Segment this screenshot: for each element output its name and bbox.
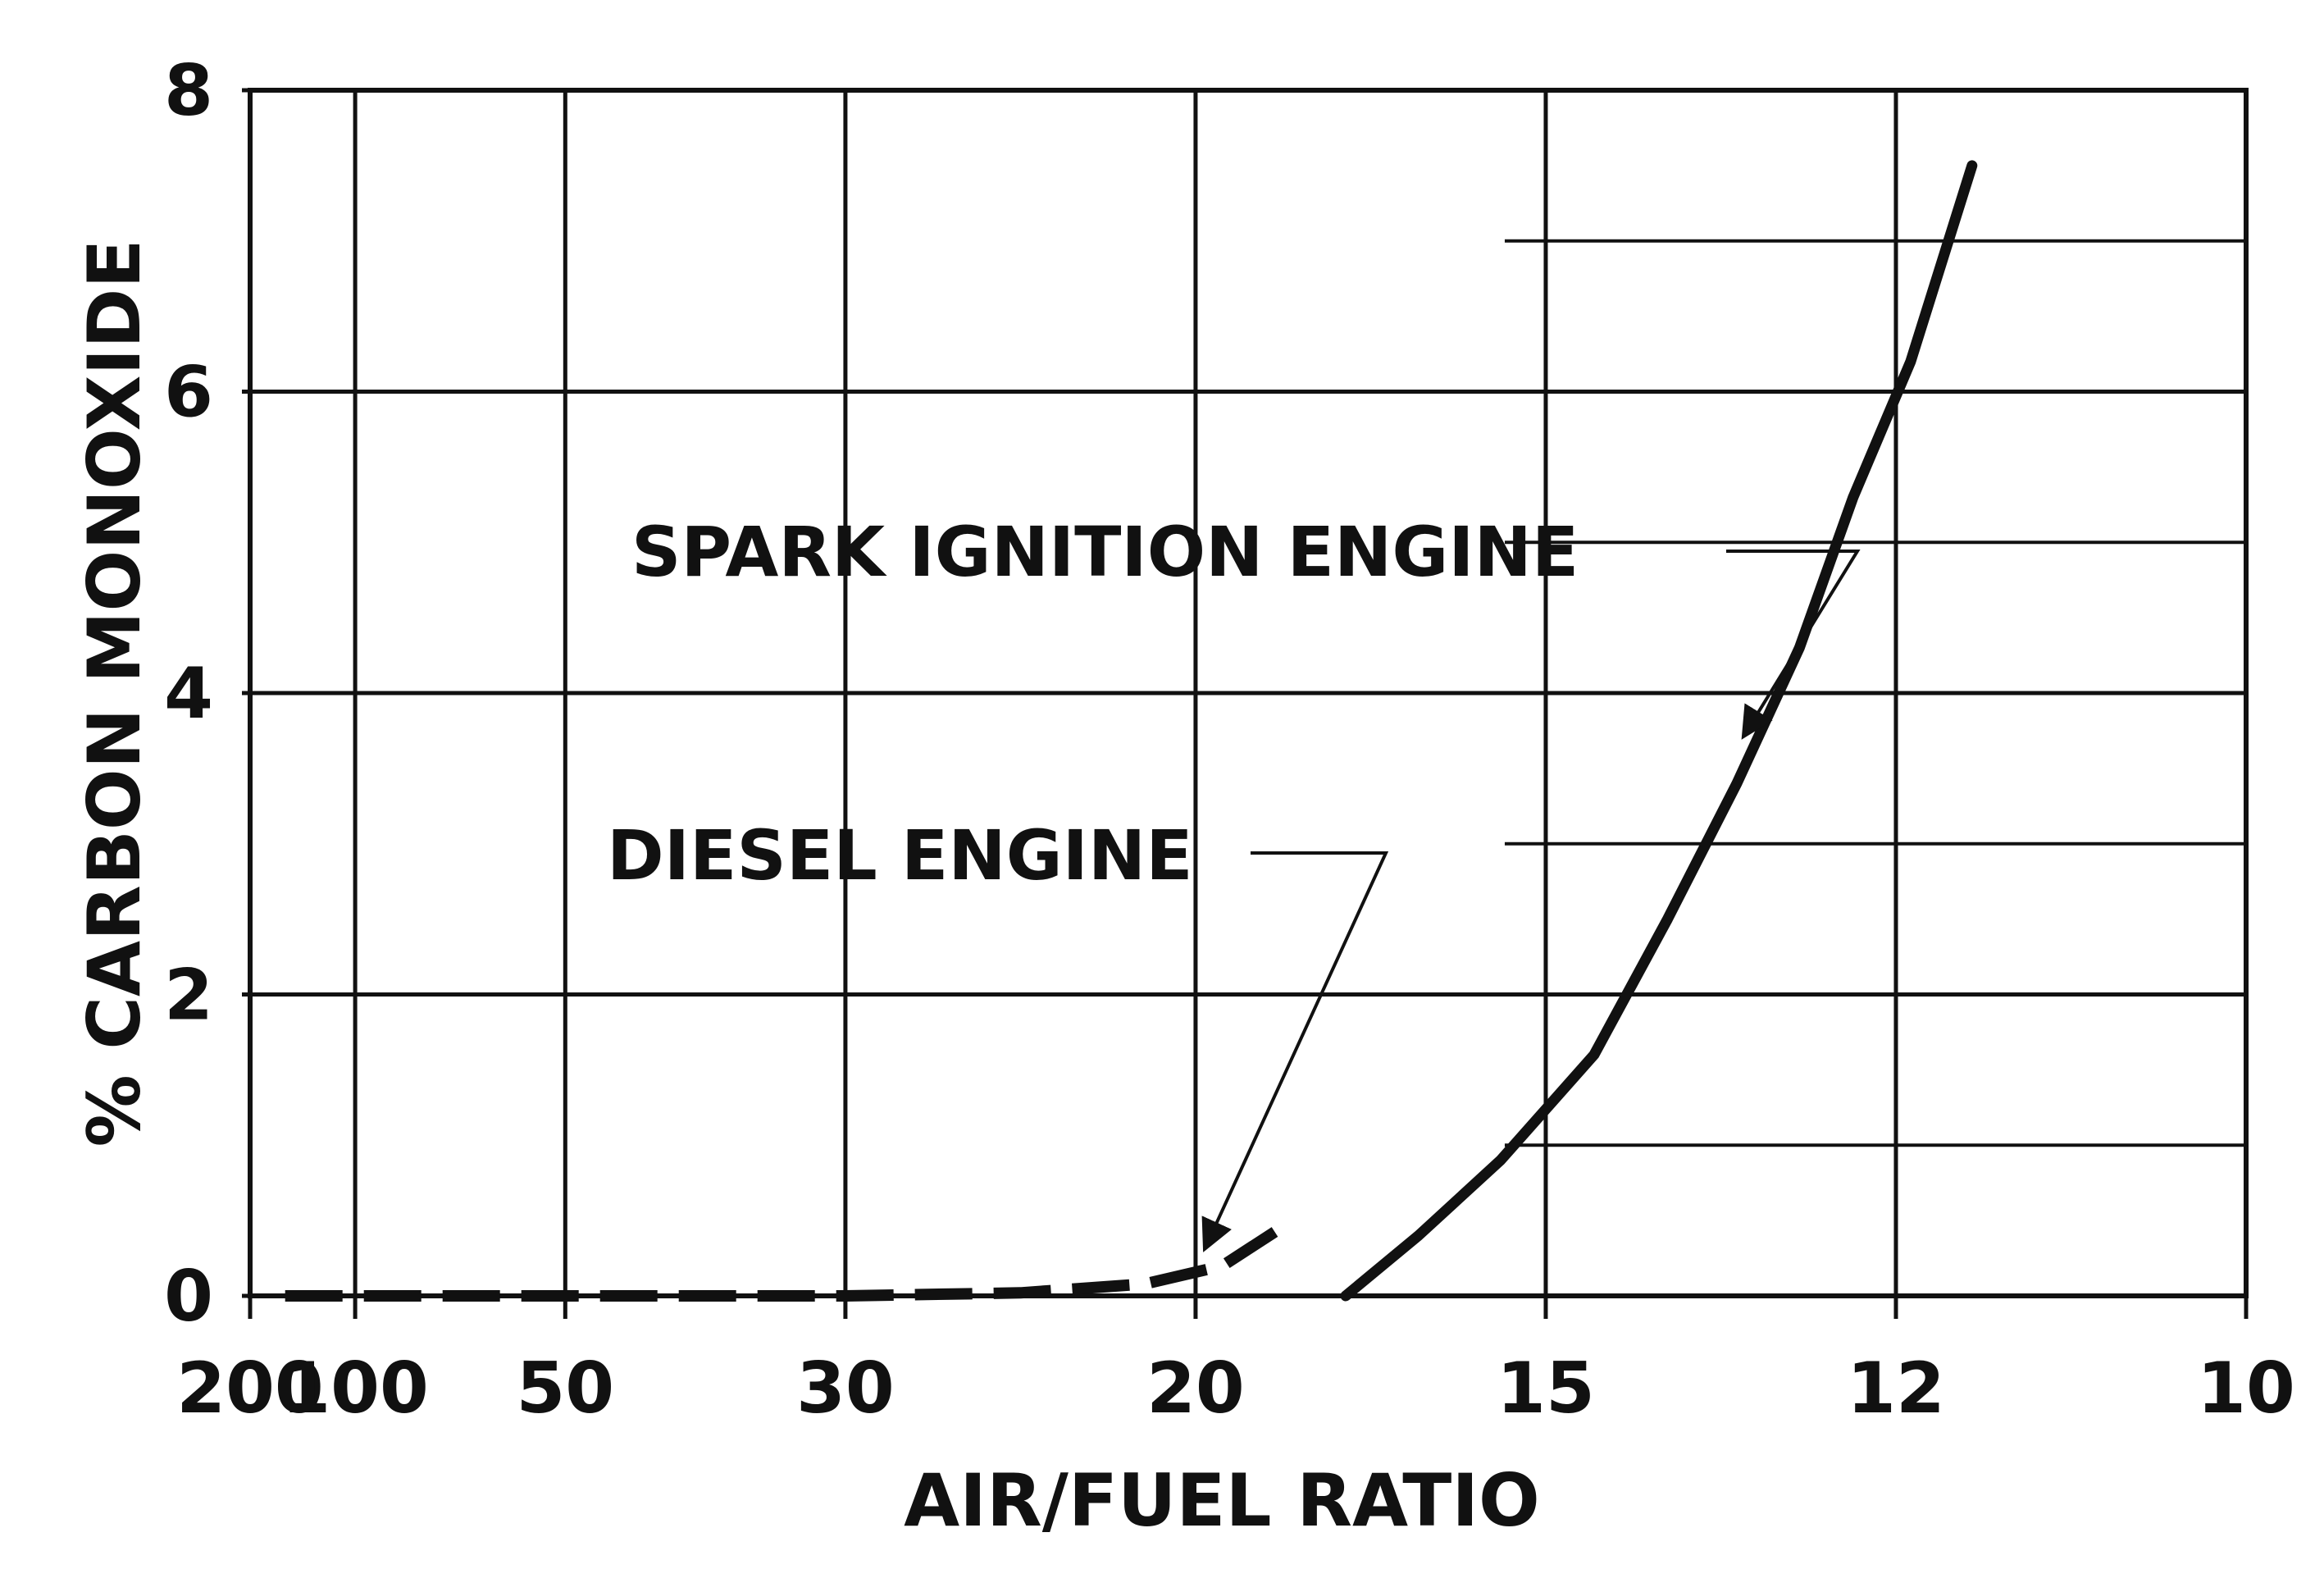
annotation-leader-spark-ignition-engine (1726, 550, 1861, 740)
x-tick-label: 20 (1146, 1348, 1245, 1430)
y-tick-label: 8 (164, 50, 213, 132)
grid (242, 88, 2249, 1319)
series-line-diesel-engine (285, 1223, 1284, 1302)
x-tick-label: 50 (516, 1348, 614, 1430)
x-tick-label: 12 (1847, 1348, 1945, 1430)
x-tick-label: 15 (1497, 1348, 1595, 1430)
x-tick-label: 30 (796, 1348, 895, 1430)
x-tick-label: 10 (2197, 1348, 2295, 1430)
y-tick-label: 2 (164, 955, 213, 1037)
x-axis-title: AIR/FUEL RATIO (904, 1458, 1540, 1543)
annotation-leader-diesel-engine (1201, 851, 1389, 1252)
x-tick-label: 200 (176, 1348, 324, 1430)
y-tick-label: 0 (164, 1256, 213, 1338)
annotation-spark-ignition-engine: SPARK IGNITION ENGINE (631, 512, 1579, 592)
series-line-spark-ignition-engine (1340, 160, 1978, 1302)
y-axis-title: % CARBON MONOXIDE (72, 239, 157, 1147)
annotation-diesel-engine: DIESEL ENGINE (607, 815, 1193, 896)
x-tick-label: 100 (281, 1348, 429, 1430)
y-tick-label: 4 (164, 653, 213, 735)
y-tick-label: 6 (164, 352, 213, 434)
annotations: SPARK IGNITION ENGINE DIESEL ENGINE (607, 512, 1861, 1252)
series-layer (285, 160, 1978, 1302)
